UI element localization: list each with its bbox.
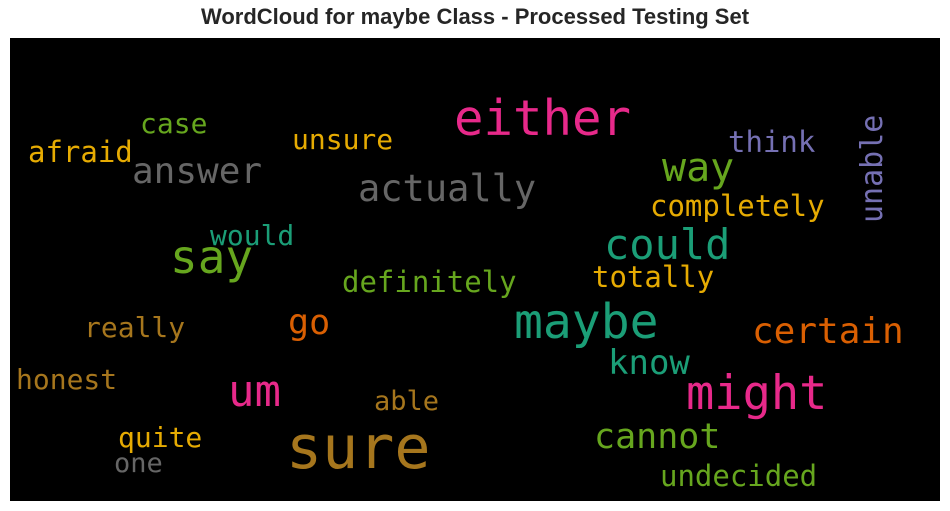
word-completely: completely: [650, 189, 825, 223]
word-unsure: unsure: [292, 123, 394, 156]
word-certain: certain: [752, 311, 904, 352]
word-afraid: afraid: [28, 135, 133, 169]
word-sure: sure: [286, 413, 431, 483]
word-um: um: [228, 366, 281, 417]
word-able: able: [374, 386, 440, 417]
word-think: think: [728, 125, 816, 159]
word-unable: unable: [855, 114, 890, 223]
word-answer: answer: [132, 151, 263, 192]
chart-title: WordCloud for maybe Class - Processed Te…: [200, 4, 750, 29]
word-might: might: [686, 366, 828, 421]
word-either: either: [454, 90, 632, 147]
word-go: go: [288, 303, 331, 343]
word-actually: actually: [358, 167, 537, 210]
word-undecided: undecided: [660, 459, 818, 493]
word-could: could: [604, 220, 731, 269]
word-quite: quite: [118, 421, 203, 454]
word-maybe: maybe: [514, 294, 659, 350]
word-definitely: definitely: [342, 265, 517, 299]
word-really: really: [84, 311, 186, 344]
word-honest: honest: [16, 363, 118, 396]
word-way: way: [662, 145, 735, 191]
word-totally: totally: [592, 260, 715, 294]
word-case: case: [140, 107, 208, 140]
word-one: one: [114, 448, 163, 479]
word-say: say: [170, 230, 254, 284]
word-would: would: [210, 219, 295, 252]
word-know: know: [608, 343, 690, 383]
word-cannot: cannot: [594, 417, 721, 457]
wordcloud-canvas: sure either maybe might say um could way actuall…: [10, 38, 940, 501]
